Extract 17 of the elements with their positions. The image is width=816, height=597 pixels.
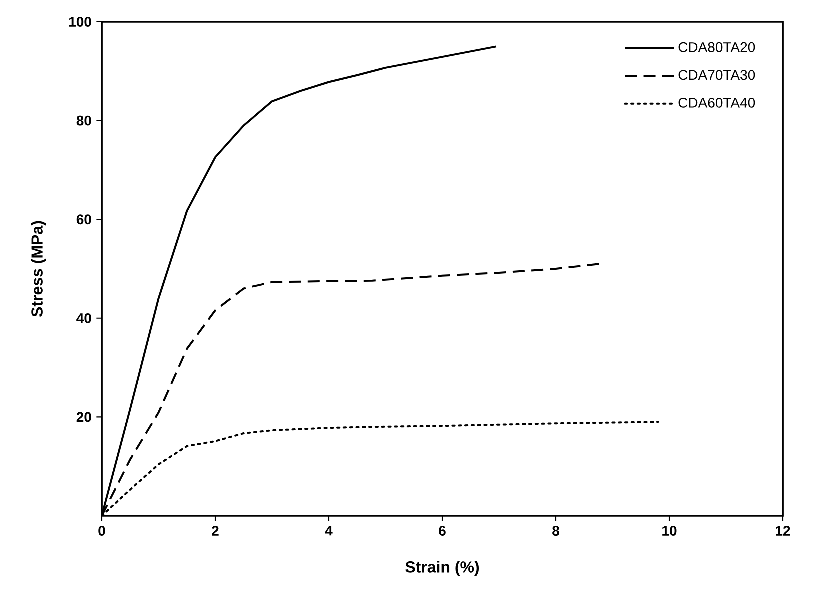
x-tick-label: 2 [212,526,219,536]
legend-label: CDA70TA30 [678,70,756,80]
x-tick-label: 10 [662,526,677,536]
y-tick-label: 80 [76,116,92,126]
legend-label: CDA60TA40 [678,98,756,108]
x-tick-label: 0 [98,526,106,536]
y-tick-label: 40 [76,313,92,324]
x-axis-title: Strain (%) [406,561,480,576]
x-tick-label: 6 [439,526,446,536]
y-tick-label: 20 [76,412,92,422]
x-tick-label: 4 [325,526,333,536]
legend-label: CDA80TA20 [678,42,756,52]
y-tick-label: 100 [69,17,92,27]
y-tick-label: 60 [76,214,92,225]
y-axis-title: Stress (MPa) [31,221,46,318]
x-tick-label: 12 [776,526,790,536]
x-tick-label: 8 [552,526,560,536]
